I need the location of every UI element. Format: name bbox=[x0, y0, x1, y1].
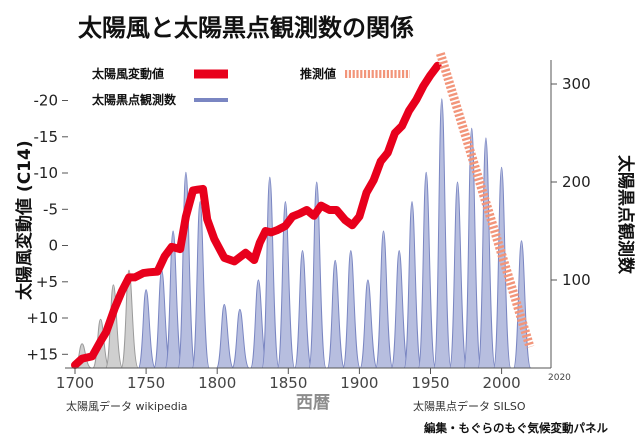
forecast-series bbox=[436, 52, 535, 349]
left-tick-label: +10 bbox=[26, 309, 58, 327]
left-tick-label: -10 bbox=[34, 164, 59, 182]
x-tick-label: 1850 bbox=[269, 374, 307, 392]
solar-wind-series bbox=[71, 61, 442, 370]
left-axis-title: 太陽風変動値 (C14) bbox=[14, 140, 35, 300]
plot-area bbox=[71, 52, 535, 370]
right-axis-title: 太陽黒点観測数 bbox=[615, 155, 636, 275]
x-tick-label: 1800 bbox=[198, 374, 236, 392]
legend-label-forecast: 推測値 bbox=[300, 66, 336, 81]
x-tick-2020: 2020 bbox=[548, 373, 571, 383]
early-sunspot-peak-1738 bbox=[120, 269, 139, 369]
right-axis-ticks: 300 200 100 bbox=[551, 75, 591, 289]
sunspot-peak-1958 bbox=[433, 98, 452, 369]
legend: 太陽風変動値 太陽黒点観測数 推測値 bbox=[92, 66, 410, 107]
right-tick-label: 200 bbox=[562, 173, 591, 191]
x-tick-label: 1900 bbox=[340, 374, 378, 392]
source-left: 太陽風データ wikipedia bbox=[66, 399, 188, 413]
x-axis-title: 西暦 bbox=[296, 393, 330, 413]
sunspot-peak-1894 bbox=[342, 250, 361, 369]
sunspot-series bbox=[137, 98, 532, 369]
x-tick-label: 1950 bbox=[411, 374, 449, 392]
sunspot-peak-1989 bbox=[477, 137, 496, 369]
left-tick-label: +5 bbox=[36, 273, 58, 291]
right-tick-label: 100 bbox=[562, 271, 591, 289]
sunspot-peak-1837 bbox=[261, 176, 280, 369]
legend-label-sunspots: 太陽黒点観測数 bbox=[92, 92, 177, 107]
sunspot-peak-1805 bbox=[216, 303, 234, 369]
sunspot-peak-1906 bbox=[359, 279, 378, 369]
source-right: 太陽黒点データ SILSO bbox=[413, 399, 526, 413]
forecast-line bbox=[436, 52, 535, 349]
sunspot-peak-1969 bbox=[449, 181, 468, 369]
left-axis-ticks: -20 -15 -10 -5 0 +5 +10 +15 bbox=[26, 92, 68, 363]
left-tick-label: -20 bbox=[34, 92, 59, 110]
x-tick-label: 1750 bbox=[127, 374, 165, 392]
sunspot-peak-1788 bbox=[191, 201, 210, 369]
sunspot-peak-1947 bbox=[417, 171, 436, 369]
sunspot-peak-1917 bbox=[375, 230, 394, 369]
legend-label-solar-wind: 太陽風変動値 bbox=[92, 66, 164, 81]
sunspot-peak-1816 bbox=[231, 308, 250, 369]
sunspot-peak-1883 bbox=[326, 259, 345, 369]
credit: 編集・もぐらのもぐ気候変動パネル bbox=[424, 421, 608, 435]
left-tick-label: 0 bbox=[48, 237, 58, 255]
chart-title: 太陽風と太陽黒点観測数の関係 bbox=[78, 14, 414, 42]
sunspot-peak-1778 bbox=[177, 171, 196, 369]
early-sunspot-peak-1727 bbox=[105, 284, 124, 369]
right-tick-label: 300 bbox=[562, 75, 591, 93]
sunspot-peak-1928 bbox=[390, 250, 409, 369]
x-tick-label: 2000 bbox=[483, 374, 521, 392]
sunspot-peak-1750 bbox=[137, 289, 156, 369]
left-tick-label: -5 bbox=[43, 200, 58, 218]
sunspot-peak-1860 bbox=[294, 250, 313, 369]
sunspot-peak-1937 bbox=[403, 201, 422, 369]
left-tick-label: +15 bbox=[26, 345, 58, 363]
left-tick-label: -15 bbox=[34, 128, 59, 146]
sunspot-peak-1979 bbox=[463, 127, 482, 369]
sunspot-peak-1848 bbox=[277, 201, 296, 369]
solar-wind-line bbox=[71, 61, 442, 370]
sunspot-peak-1769 bbox=[164, 230, 183, 369]
x-axis-ticks: 1700 1750 1800 1850 1900 1950 2000 bbox=[56, 368, 521, 392]
sunspot-peak-1870 bbox=[308, 181, 327, 369]
x-tick-label: 1700 bbox=[56, 374, 94, 392]
